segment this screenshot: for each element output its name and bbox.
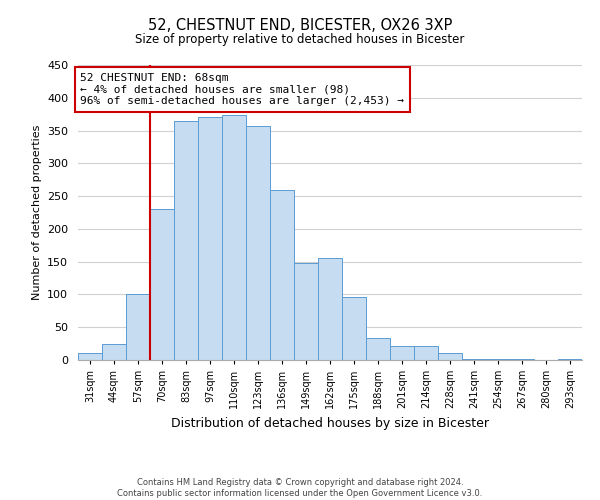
Bar — [150, 209, 174, 360]
Bar — [174, 120, 198, 360]
Text: 52, CHESTNUT END, BICESTER, OX26 3XP: 52, CHESTNUT END, BICESTER, OX26 3XP — [148, 18, 452, 32]
Bar — [294, 263, 318, 360]
Bar — [270, 190, 294, 360]
Bar — [246, 126, 270, 360]
Bar — [78, 354, 102, 360]
Bar — [462, 358, 486, 360]
Bar — [222, 116, 246, 360]
Bar — [318, 258, 342, 360]
Text: 52 CHESTNUT END: 68sqm
← 4% of detached houses are smaller (98)
96% of semi-deta: 52 CHESTNUT END: 68sqm ← 4% of detached … — [80, 73, 404, 106]
Text: Contains HM Land Registry data © Crown copyright and database right 2024.
Contai: Contains HM Land Registry data © Crown c… — [118, 478, 482, 498]
Bar — [438, 353, 462, 360]
Bar — [198, 118, 222, 360]
Bar — [510, 358, 534, 360]
Bar — [102, 344, 126, 360]
Y-axis label: Number of detached properties: Number of detached properties — [32, 125, 41, 300]
X-axis label: Distribution of detached houses by size in Bicester: Distribution of detached houses by size … — [171, 416, 489, 430]
Text: Size of property relative to detached houses in Bicester: Size of property relative to detached ho… — [136, 32, 464, 46]
Bar — [366, 338, 390, 360]
Bar — [390, 346, 414, 360]
Bar — [414, 346, 438, 360]
Bar — [126, 294, 150, 360]
Bar — [342, 297, 366, 360]
